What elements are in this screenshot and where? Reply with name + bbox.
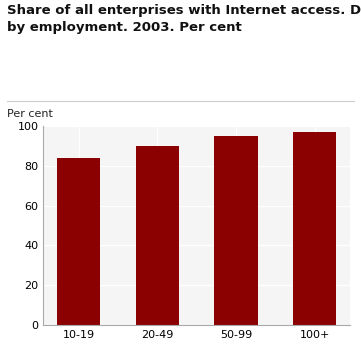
Bar — [136, 146, 179, 325]
Bar — [293, 132, 336, 325]
Bar — [57, 158, 100, 325]
Text: Per cent: Per cent — [7, 109, 53, 119]
Bar — [214, 136, 258, 325]
Text: Share of all enterprises with Internet access. Distributed
by employment. 2003. : Share of all enterprises with Internet a… — [7, 4, 361, 34]
